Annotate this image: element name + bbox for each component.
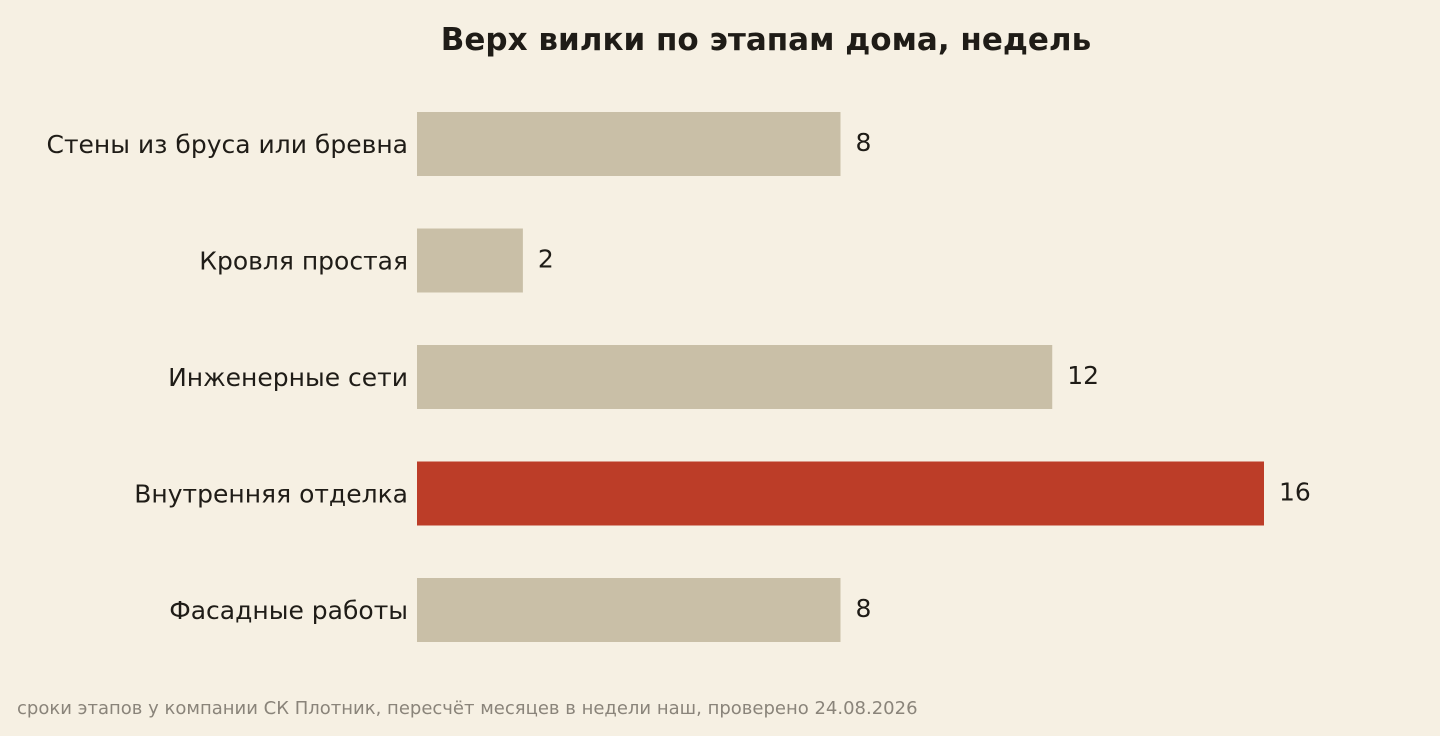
value-label-1: 8 — [856, 128, 872, 157]
category-label-2: Кровля простая — [199, 247, 408, 276]
category-label-4: Внутренняя отделка — [134, 480, 408, 509]
category-label-1: Стены из бруса или бревна — [47, 130, 409, 159]
chart-title: Верх вилки по этапам дома, недель — [441, 22, 1091, 58]
value-label-5: 8 — [856, 594, 872, 623]
bar-5 — [417, 578, 841, 642]
bar-4 — [417, 461, 1264, 526]
value-label-3: 12 — [1067, 361, 1099, 390]
category-label-3: Инженерные сети — [168, 363, 408, 392]
bar-3 — [417, 345, 1053, 409]
source-note: сроки этапов у компании СК Плотник, пере… — [17, 698, 918, 719]
value-label-4: 16 — [1279, 478, 1311, 507]
category-label-5: Фасадные работы — [169, 596, 408, 625]
bars-group: Стены из бруса или бревна 8 Кровля простая… — [47, 112, 1311, 642]
bar-2 — [417, 228, 523, 293]
value-label-2: 2 — [538, 245, 554, 274]
bar-1 — [417, 112, 841, 176]
